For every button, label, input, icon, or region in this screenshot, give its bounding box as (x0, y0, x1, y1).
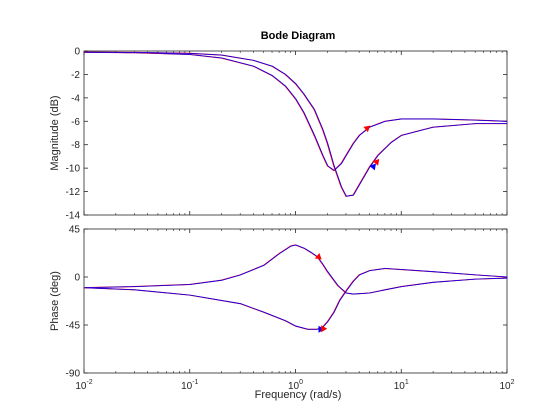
magnitude-arrow-blue (369, 163, 376, 171)
magnitude-y-tick-label: -12 (66, 187, 81, 198)
magnitude-y-tick-label: -4 (71, 93, 80, 104)
magnitude-x-tick-marks (83, 51, 508, 215)
magnitude-y-tick-label: 0 (74, 47, 80, 58)
x-tick-label: 102 (499, 379, 514, 392)
phase-y-label: Phase (deg) (49, 271, 61, 331)
x-axis-label: Frequency (rad/s) (255, 389, 342, 401)
phase-y-tick-label: 45 (69, 225, 81, 236)
magnitude-y-tick-label: -8 (71, 140, 80, 151)
chart-title: Bode Diagram (261, 30, 336, 42)
phase-y-tick-label: 0 (74, 273, 80, 284)
magnitude-y-tick-label: -10 (66, 164, 81, 175)
phase-curve-2-blue (84, 268, 508, 330)
phase-y-tick-label: -90 (66, 369, 81, 380)
phase-y-tick-label: -45 (66, 321, 81, 332)
magnitude-curve-2-blue (84, 51, 508, 197)
phase-arrow-red (314, 253, 322, 260)
x-tick-label: 10-2 (75, 379, 92, 392)
magnitude-y-tick-label: -6 (71, 117, 80, 128)
phase-panel: 45 0 -45 -90 10-2 10-1 100 101 102 Phase (deg) (49, 225, 515, 393)
magnitude-arrow-red (363, 125, 371, 133)
magnitude-y-ticks: 0 -2 -4 -6 -8 -10 -12 -14 (66, 47, 507, 222)
magnitude-y-tick-label: -2 (71, 70, 80, 81)
magnitude-curve-1-blue (84, 51, 508, 172)
magnitude-y-label: Magnitude (dB) (49, 95, 61, 170)
phase-axes-box (83, 228, 508, 374)
magnitude-arrow-red-2 (372, 158, 380, 166)
magnitude-axes-box (83, 50, 508, 216)
x-tick-label: 101 (394, 379, 409, 392)
x-tick-label: 100 (288, 379, 303, 392)
phase-x-ticks: 10-2 10-1 100 101 102 (75, 229, 515, 392)
phase-arrow-red-2 (321, 325, 328, 333)
magnitude-panel: 0 -2 -4 -6 -8 -10 -12 -14 Magnitude (dB) (49, 47, 508, 222)
phase-curves (83, 244, 508, 333)
magnitude-curves (83, 51, 508, 197)
x-tick-label: 10-1 (181, 379, 198, 392)
magnitude-y-tick-label: -14 (66, 211, 81, 222)
